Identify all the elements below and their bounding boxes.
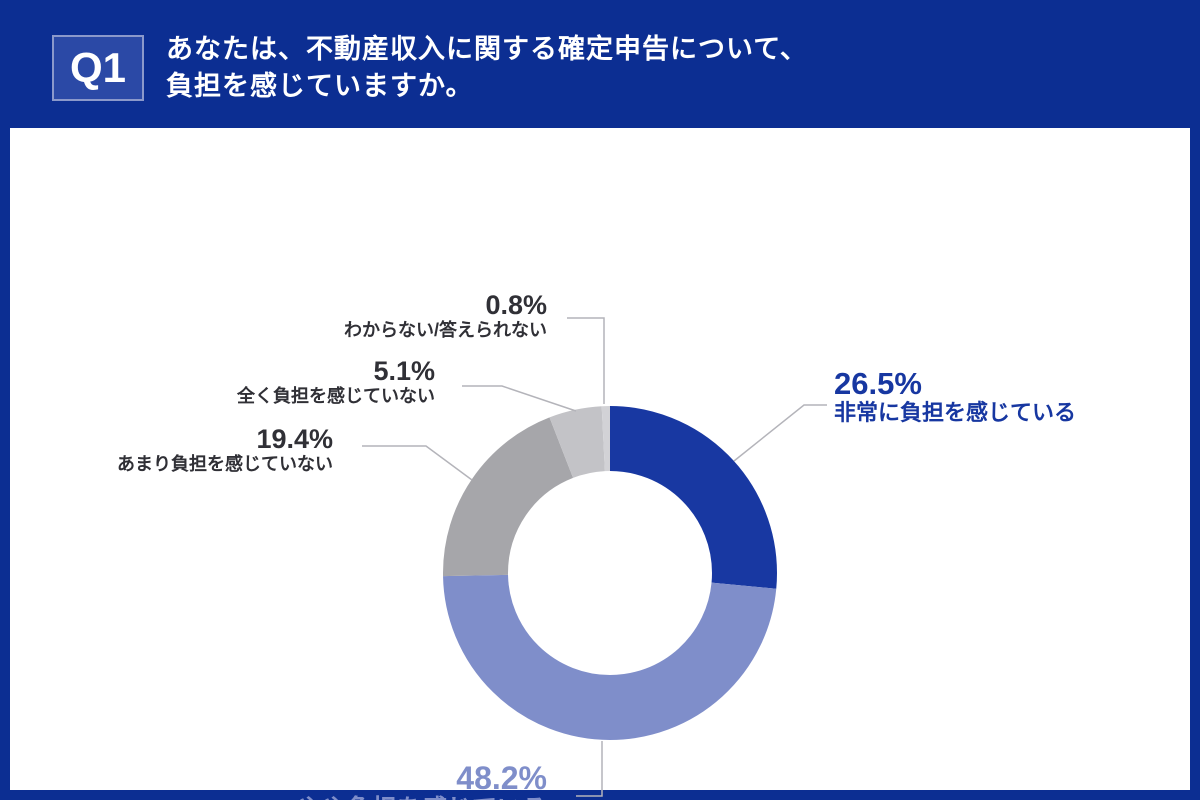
callout-pct: 19.4% — [256, 424, 333, 454]
callout-label: 全く負担を感じていない — [237, 386, 435, 406]
callout-label: 非常に負担を感じている — [834, 400, 1077, 425]
callout-dont-know: 0.8% わからない/答えられない — [344, 291, 547, 341]
header: Q1 あなたは、不動産収入に関する確定申告について、 負担を感じていますか。 — [0, 0, 1200, 128]
callout-pct: 5.1% — [373, 356, 435, 386]
donut-segment-not-very-burdened — [443, 406, 777, 740]
chart-card: 26.5% 非常に負担を感じている 48.2% やや負担を感じている 19.4%… — [10, 128, 1190, 800]
callout-not-at-all-burdened: 5.1% 全く負担を感じていない — [237, 357, 435, 407]
callout-label: あまり負担を感じていない — [117, 454, 333, 474]
callout-label: わからない/答えられない — [344, 320, 547, 340]
donut-chart — [443, 406, 777, 740]
question-badge: Q1 — [52, 35, 144, 101]
callout-pct: 48.2% — [456, 760, 547, 796]
callout-pct: 26.5% — [834, 366, 922, 401]
page-title-line2: 負担を感じていますか。 — [166, 71, 474, 101]
callout-not-very-burdened: 19.4% あまり負担を感じていない — [117, 425, 333, 475]
donut-segment-dont-know — [443, 406, 777, 740]
page-title: あなたは、不動産収入に関する確定申告について、 負担を感じていますか。 — [166, 31, 808, 105]
callout-label: やや負担を感じている — [297, 795, 547, 800]
callout-very-burdened: 26.5% 非常に負担を感じている — [834, 368, 1076, 426]
callout-somewhat-burdened: 48.2% やや負担を感じている — [297, 762, 547, 800]
callout-pct: 0.8% — [485, 290, 547, 320]
leader-line-somewhat-burdened — [576, 741, 603, 797]
page-title-line1: あなたは、不動産収入に関する確定申告について、 — [166, 34, 808, 64]
leader-line-dont-know — [567, 317, 605, 404]
donut-segment-somewhat-burdened — [443, 406, 777, 740]
